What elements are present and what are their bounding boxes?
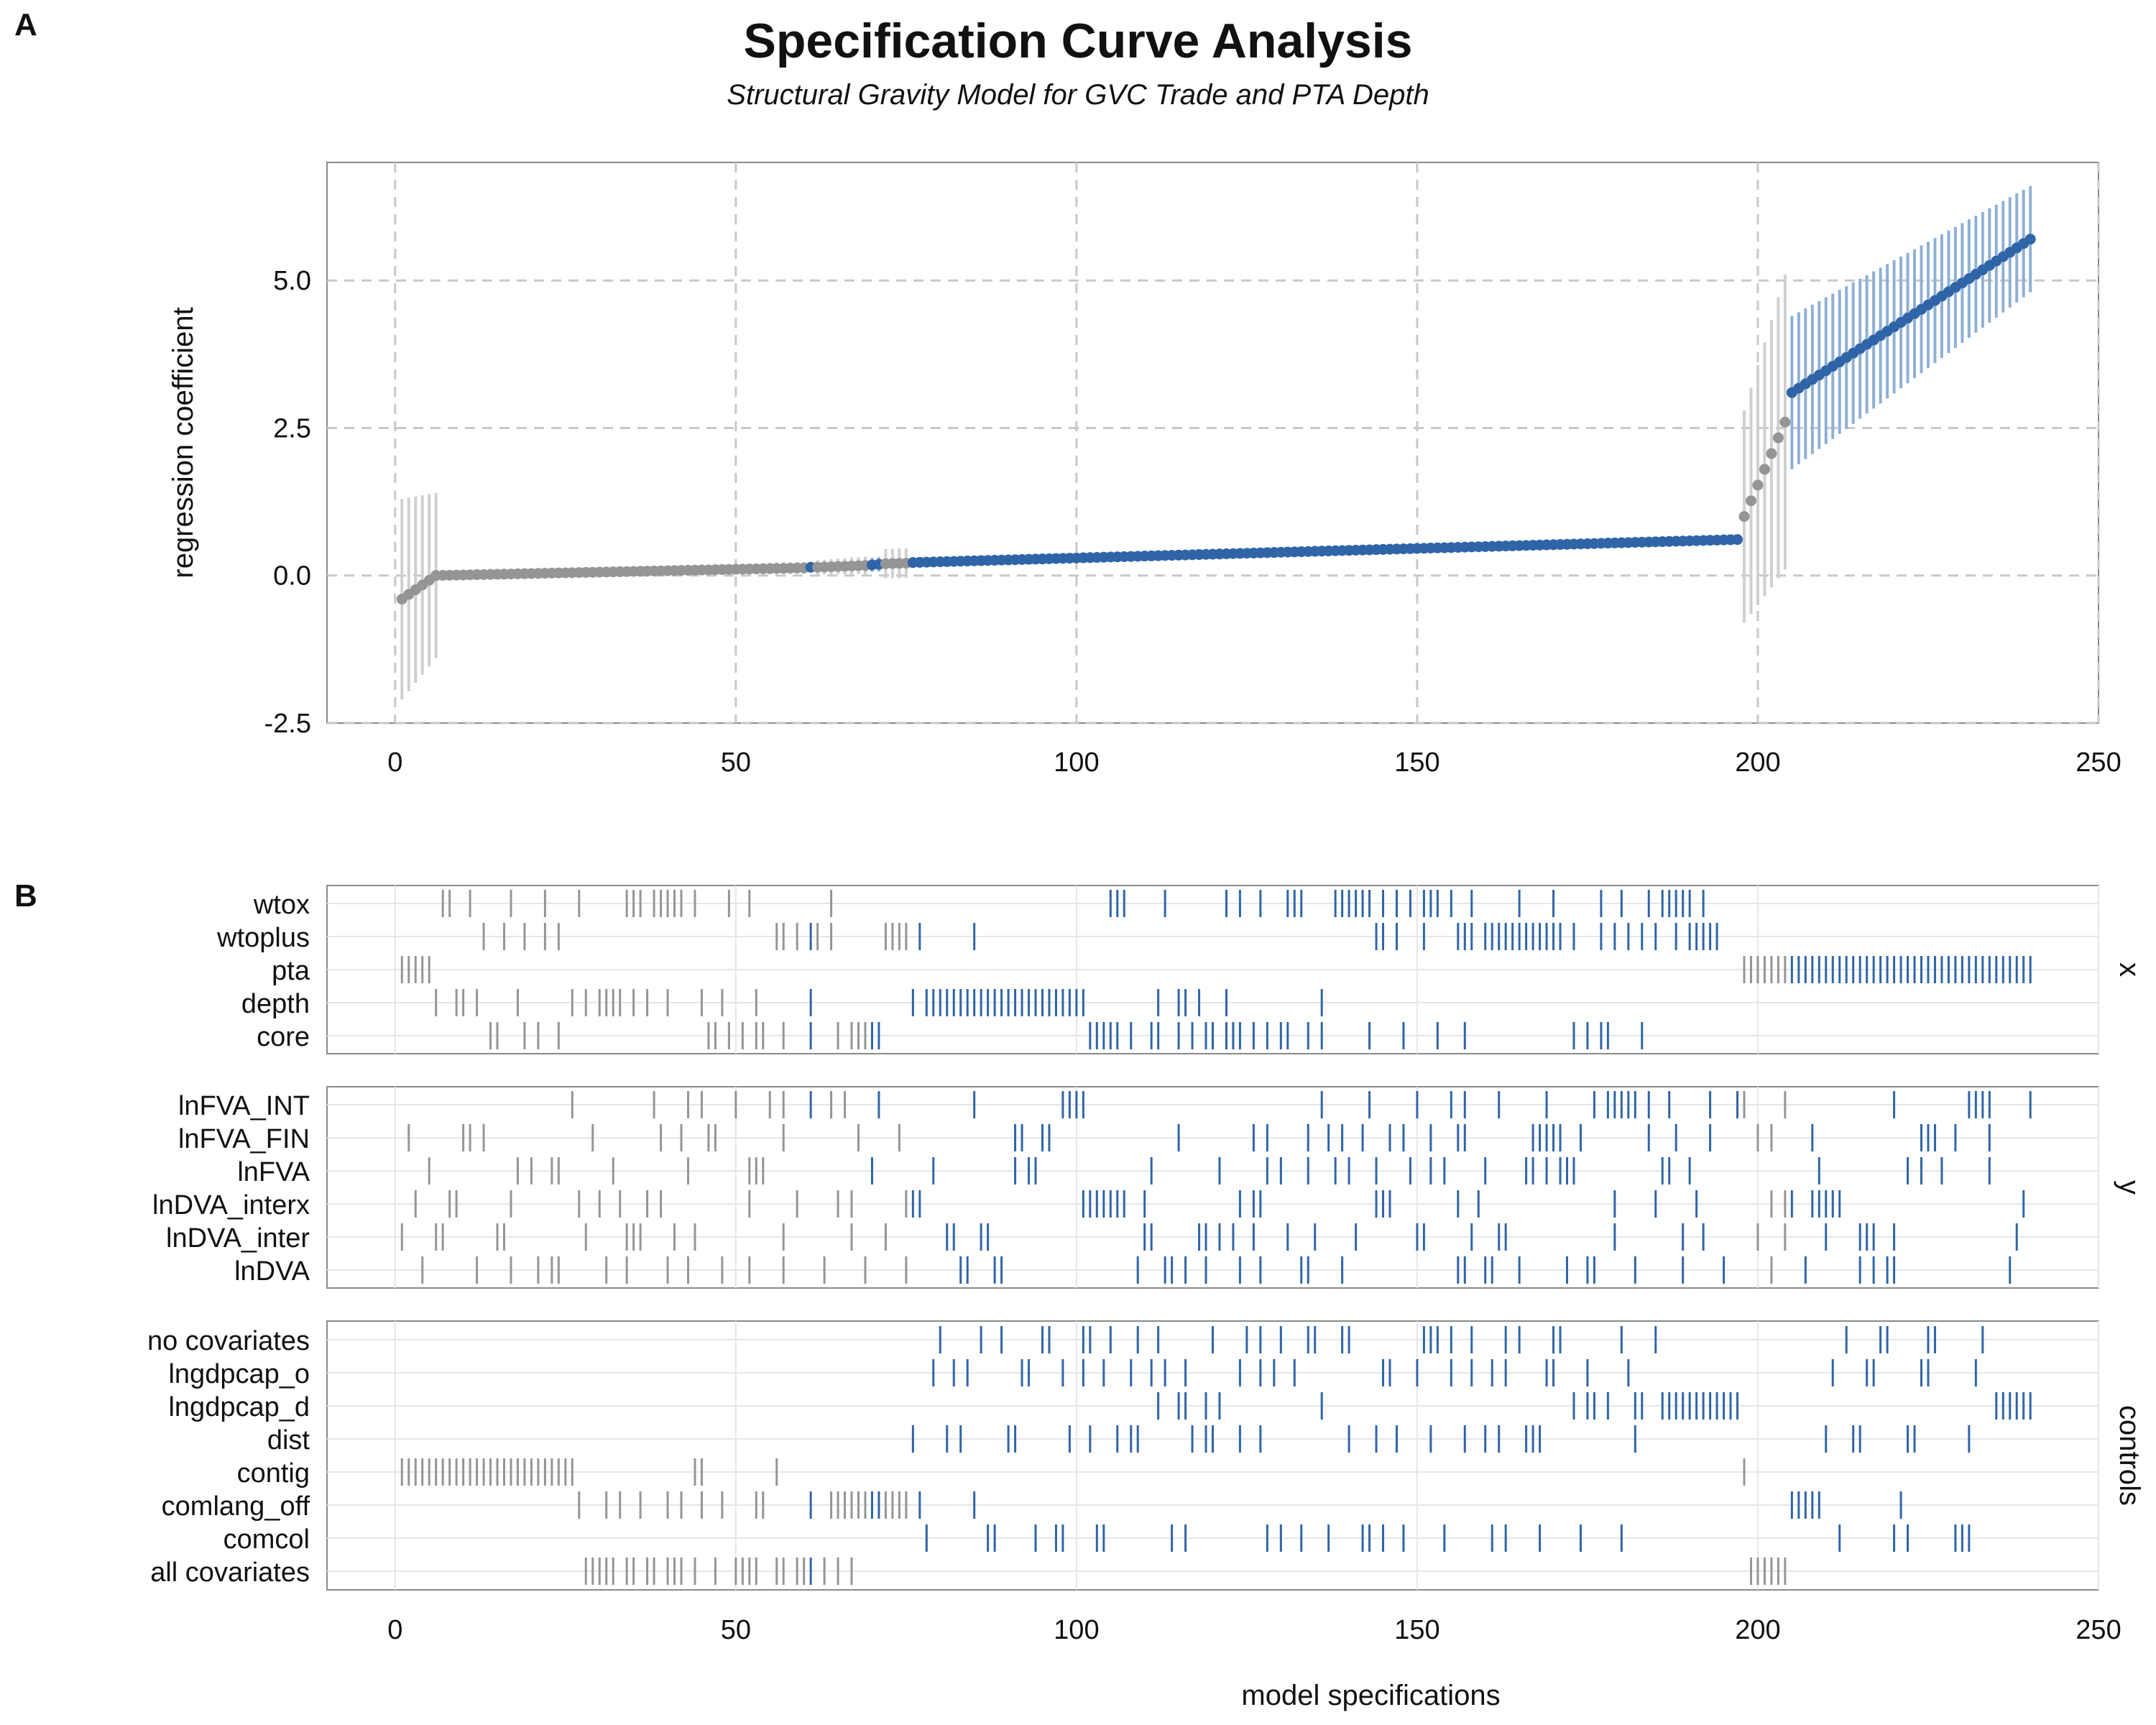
- facet-row-label: comlang_off: [162, 1491, 310, 1522]
- x-tick-label: 0: [387, 748, 402, 778]
- facet-row-label: comcol: [224, 1524, 310, 1555]
- x-tick-label: 150: [1394, 1615, 1439, 1645]
- facet-row-label: lngdpcap_d: [168, 1392, 310, 1422]
- facet-strip-label: y: [2114, 1180, 2145, 1195]
- coefficient-point: [1766, 448, 1777, 459]
- facet-row-label: core: [257, 1022, 310, 1052]
- x-tick-label: 200: [1735, 1615, 1780, 1645]
- facet-row-label: all covariates: [150, 1558, 310, 1588]
- x-tick-label: 50: [721, 1615, 751, 1645]
- x-tick-label: 250: [2076, 748, 2121, 778]
- chart-subtitle: Structural Gravity Model for GVC Trade a…: [727, 79, 1429, 111]
- y-tick-label: 5.0: [273, 266, 311, 296]
- coefficient-point: [2024, 234, 2036, 245]
- facet-row-label: lnFVA: [237, 1157, 310, 1187]
- facet-row-label: lngdpcap_o: [168, 1359, 310, 1389]
- facet-row-label: lnDVA_interx: [152, 1190, 310, 1220]
- facet-row-label: pta: [272, 956, 310, 986]
- x-tick-label: 100: [1054, 748, 1099, 778]
- x-tick-label: 250: [2076, 1615, 2121, 1645]
- panel-a-label: A: [14, 7, 37, 42]
- x-tick-label: 50: [721, 748, 751, 778]
- coefficient-point: [1779, 416, 1791, 428]
- y-tick-label: -2.5: [264, 709, 311, 739]
- coefficient-point: [1759, 464, 1770, 475]
- facet-row-label: lnDVA_inter: [166, 1223, 310, 1254]
- facet-row-label: lnFVA_FIN: [178, 1124, 310, 1154]
- facet-strip-label: controls: [2114, 1405, 2145, 1506]
- y-axis-title: regression coefficient: [167, 307, 199, 578]
- facet-strip-label: x: [2114, 962, 2145, 977]
- facet-row-label: wtox: [253, 890, 310, 920]
- coefficient-point: [1745, 495, 1756, 507]
- facet-row-label: dist: [267, 1425, 310, 1455]
- x-tick-label: 150: [1394, 748, 1439, 778]
- coefficient-point: [1772, 432, 1784, 443]
- facet-row-label: contig: [237, 1458, 310, 1489]
- facet-row-label: lnDVA: [234, 1256, 310, 1287]
- facet-frame: [326, 1086, 2099, 1289]
- coefficient-point: [1732, 534, 1743, 546]
- facet-row-label: no covariates: [147, 1326, 310, 1356]
- coefficient-point: [1738, 511, 1750, 523]
- facet-row-label: wtoplus: [216, 923, 310, 953]
- x-axis-title: model specifications: [1241, 1680, 1500, 1711]
- panel-a-frame: [326, 162, 2099, 724]
- x-tick-label: 100: [1054, 1615, 1099, 1645]
- chart-title: Specification Curve Analysis: [743, 14, 1413, 68]
- x-tick-label: 200: [1735, 748, 1780, 778]
- panel-b-label: B: [14, 878, 37, 914]
- facet-row-label: depth: [241, 989, 310, 1019]
- facet-row-label: lnFVA_INT: [178, 1091, 310, 1121]
- coefficient-point: [1752, 479, 1764, 491]
- y-tick-label: 2.5: [273, 413, 311, 443]
- y-tick-label: 0.0: [273, 561, 311, 592]
- x-tick-label: 0: [387, 1615, 402, 1645]
- facet-frame: [326, 1320, 2099, 1591]
